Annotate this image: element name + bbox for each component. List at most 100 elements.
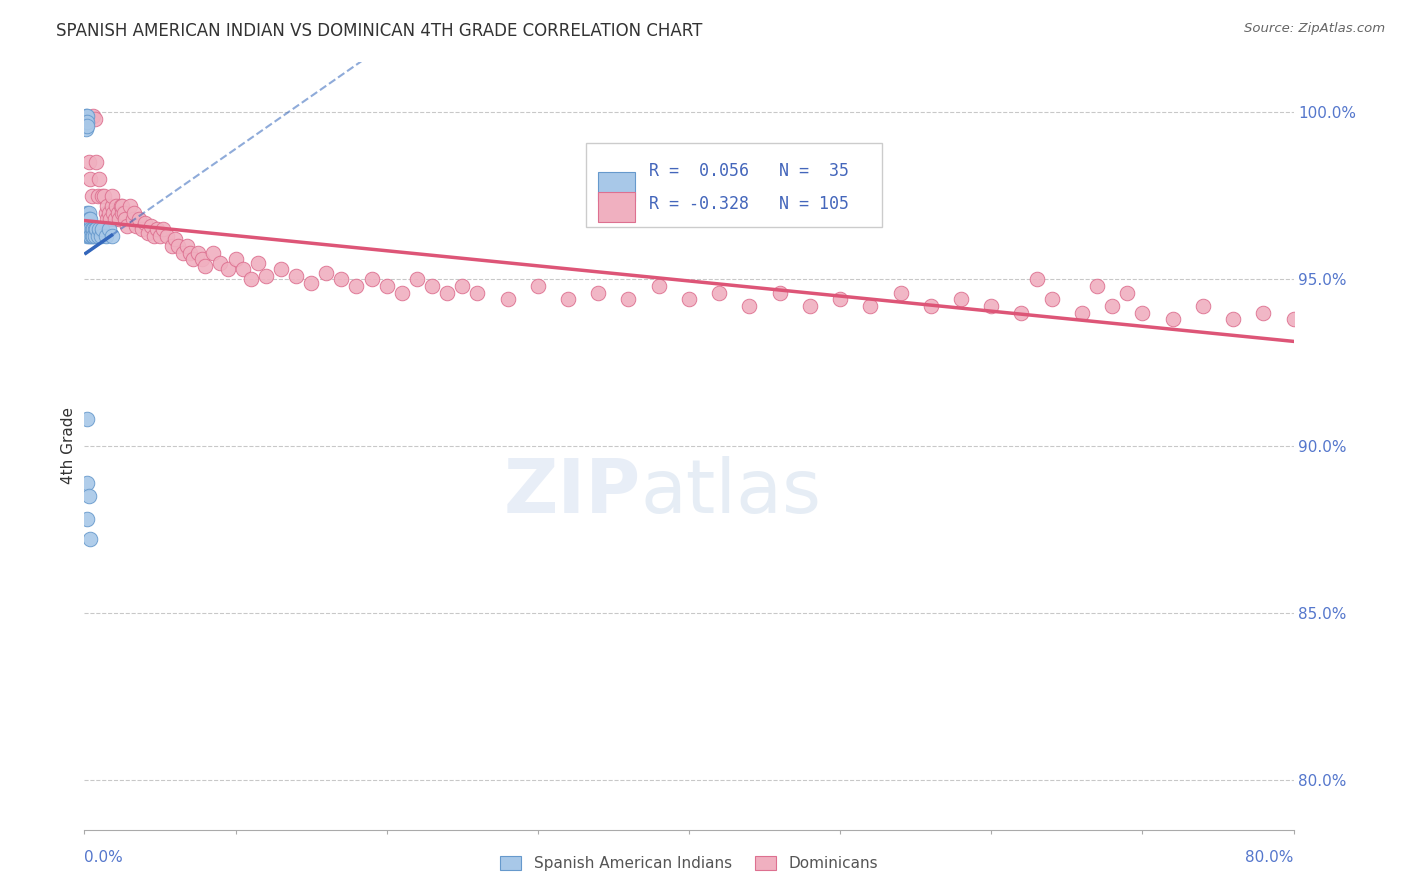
- Point: [451, 279, 474, 293]
- Point: [77, 222, 100, 236]
- Point: [79, 172, 101, 186]
- Point: [86, 222, 108, 236]
- Point: [80, 189, 103, 203]
- Point: [76, 412, 98, 426]
- Point: [77, 155, 100, 169]
- Point: [77, 212, 100, 227]
- FancyBboxPatch shape: [586, 143, 883, 227]
- Text: R = -0.328   N = 105: R = -0.328 N = 105: [650, 194, 849, 213]
- Point: [1253, 305, 1275, 319]
- Point: [285, 268, 308, 283]
- Point: [360, 272, 382, 286]
- Point: [79, 228, 101, 243]
- Point: [181, 252, 204, 267]
- Point: [1161, 312, 1184, 326]
- Point: [617, 292, 640, 306]
- Point: [496, 292, 519, 306]
- Point: [86, 155, 108, 169]
- Point: [201, 245, 224, 260]
- Point: [375, 279, 398, 293]
- Point: [1071, 305, 1094, 319]
- Point: [118, 199, 141, 213]
- Point: [239, 272, 262, 286]
- Text: 80.0%: 80.0%: [1246, 849, 1294, 864]
- Point: [76, 119, 98, 133]
- Point: [80, 228, 103, 243]
- Point: [859, 299, 882, 313]
- Point: [105, 199, 128, 213]
- Point: [678, 292, 700, 306]
- Point: [187, 245, 209, 260]
- Point: [79, 212, 101, 227]
- Point: [97, 222, 120, 236]
- Point: [89, 222, 111, 236]
- Point: [115, 219, 138, 233]
- Text: atlas: atlas: [641, 456, 821, 529]
- Point: [254, 268, 277, 283]
- Point: [122, 205, 145, 219]
- Point: [82, 228, 104, 243]
- Point: [980, 299, 1002, 313]
- Point: [165, 232, 187, 246]
- Point: [80, 222, 103, 236]
- Point: [82, 109, 104, 123]
- Point: [84, 222, 107, 236]
- Point: [75, 115, 97, 129]
- Point: [93, 189, 115, 203]
- Point: [149, 228, 172, 243]
- Point: [111, 205, 134, 219]
- Point: [76, 512, 98, 526]
- FancyBboxPatch shape: [599, 193, 634, 221]
- Point: [77, 205, 100, 219]
- Point: [346, 279, 368, 293]
- Point: [232, 262, 254, 277]
- Point: [467, 285, 489, 300]
- Point: [1282, 312, 1305, 326]
- Point: [76, 205, 98, 219]
- Point: [160, 239, 183, 253]
- Point: [100, 189, 122, 203]
- Point: [96, 199, 118, 213]
- Point: [194, 259, 217, 273]
- Point: [709, 285, 731, 300]
- Point: [84, 228, 107, 243]
- Point: [97, 205, 120, 219]
- Point: [176, 239, 198, 253]
- Point: [76, 112, 98, 127]
- Point: [588, 285, 610, 300]
- Point: [167, 239, 190, 253]
- Point: [82, 222, 104, 236]
- Point: [101, 205, 124, 219]
- Point: [77, 228, 100, 243]
- Point: [139, 219, 162, 233]
- FancyBboxPatch shape: [599, 172, 634, 202]
- Point: [107, 205, 129, 219]
- Point: [79, 222, 101, 236]
- Point: [217, 262, 239, 277]
- Point: [94, 228, 117, 243]
- Point: [100, 228, 122, 243]
- Point: [134, 215, 156, 229]
- Point: [1025, 272, 1047, 286]
- Point: [131, 222, 153, 236]
- Point: [84, 112, 107, 127]
- Text: Source: ZipAtlas.com: Source: ZipAtlas.com: [1244, 22, 1385, 36]
- Point: [406, 272, 429, 286]
- Point: [87, 189, 110, 203]
- Point: [1130, 305, 1153, 319]
- Point: [79, 533, 101, 547]
- Point: [738, 299, 761, 313]
- Point: [799, 299, 821, 313]
- Point: [830, 292, 852, 306]
- Point: [112, 205, 135, 219]
- Text: R =  0.056   N =  35: R = 0.056 N = 35: [650, 161, 849, 180]
- Point: [87, 228, 110, 243]
- Point: [110, 199, 132, 213]
- Point: [125, 219, 148, 233]
- Point: [191, 252, 214, 267]
- Point: [247, 255, 270, 269]
- Point: [1040, 292, 1063, 306]
- Point: [179, 245, 201, 260]
- Point: [1116, 285, 1139, 300]
- Point: [156, 228, 179, 243]
